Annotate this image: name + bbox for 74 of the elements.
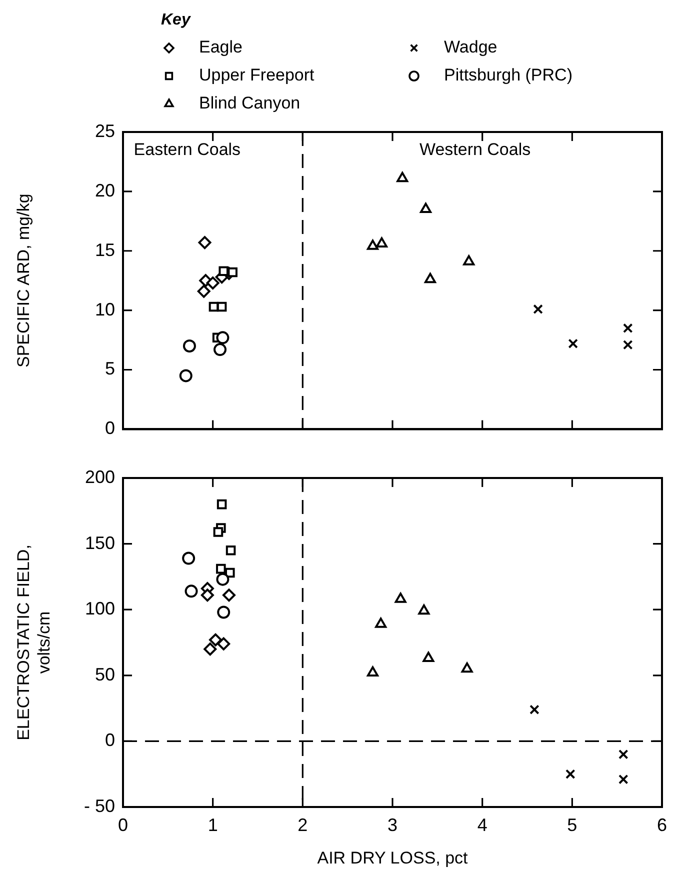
- legend-title: Key: [161, 11, 192, 28]
- point: [217, 637, 230, 650]
- point: [565, 769, 576, 779]
- y-tick-label: 20: [94, 180, 115, 200]
- point: [394, 592, 406, 603]
- point: [530, 704, 540, 715]
- y-tick-label: 100: [84, 598, 115, 619]
- x-tick-label: 2: [298, 814, 308, 835]
- point: [216, 499, 227, 510]
- x-tick-label: 6: [656, 814, 668, 835]
- point: [200, 588, 214, 602]
- y-tick-label: 5: [104, 358, 115, 379]
- x-axis-title: AIR DRY LOSS, pct: [317, 848, 468, 868]
- point: [197, 284, 210, 298]
- point: [179, 369, 192, 382]
- point: [622, 323, 633, 334]
- y-axis-title: SPECIFIC ARD, mg/kg: [14, 194, 33, 368]
- legend-label: Eagle: [199, 38, 242, 57]
- point: [366, 240, 378, 250]
- point: [418, 604, 430, 615]
- y-tick-label: 10: [94, 299, 115, 320]
- point: [184, 584, 198, 598]
- point: [216, 331, 230, 344]
- y-tick-label: 25: [94, 120, 115, 141]
- y-tick-label: 0: [104, 418, 115, 438]
- y-axis-title: ELECTROSTATIC FIELD, volts/cm: [14, 544, 54, 740]
- point: [209, 633, 222, 646]
- point: [228, 267, 238, 278]
- point: [622, 340, 633, 350]
- point: [618, 749, 628, 760]
- point: [396, 172, 408, 182]
- point: [375, 618, 387, 628]
- legend-label: Wadge: [444, 38, 498, 57]
- point: [424, 272, 436, 284]
- y-tick-label: 150: [84, 532, 115, 553]
- x-tick-label: 3: [387, 814, 398, 835]
- point: [213, 527, 224, 537]
- y-tick-label: 0: [104, 730, 115, 750]
- point: [463, 255, 475, 266]
- point: [226, 545, 236, 556]
- point: [216, 564, 226, 574]
- point: [216, 302, 227, 312]
- point: [218, 266, 229, 276]
- x-tick-label: 5: [567, 814, 578, 835]
- point: [568, 338, 578, 348]
- annotation: Eastern Coals: [134, 140, 241, 160]
- point: [461, 662, 473, 673]
- point: [618, 774, 628, 784]
- point: [217, 606, 230, 619]
- point: [225, 568, 235, 578]
- point: [366, 666, 378, 677]
- y-tick-label: 200: [84, 466, 115, 487]
- point: [216, 572, 230, 586]
- point: [422, 652, 434, 662]
- legend-label: Pittsburgh (PRC): [444, 66, 572, 85]
- point: [420, 202, 432, 214]
- annotation: Western Coals: [419, 140, 531, 160]
- point: [214, 343, 227, 356]
- x-tick-label: 0: [118, 814, 128, 835]
- y-tick-label: 15: [94, 240, 115, 260]
- point: [182, 339, 196, 352]
- point: [198, 236, 212, 250]
- point: [222, 588, 236, 602]
- y-tick-label: - 50: [84, 796, 115, 816]
- legend-label: Blind Canyon: [199, 94, 300, 113]
- point: [533, 304, 543, 314]
- x-tick-label: 1: [208, 814, 218, 835]
- y-tick-label: 50: [94, 664, 115, 684]
- point: [206, 276, 220, 290]
- point: [376, 237, 388, 248]
- x-tick-label: 4: [477, 814, 488, 835]
- point: [182, 552, 196, 565]
- point: [204, 642, 217, 656]
- legend-label: Upper Freeport: [199, 66, 315, 85]
